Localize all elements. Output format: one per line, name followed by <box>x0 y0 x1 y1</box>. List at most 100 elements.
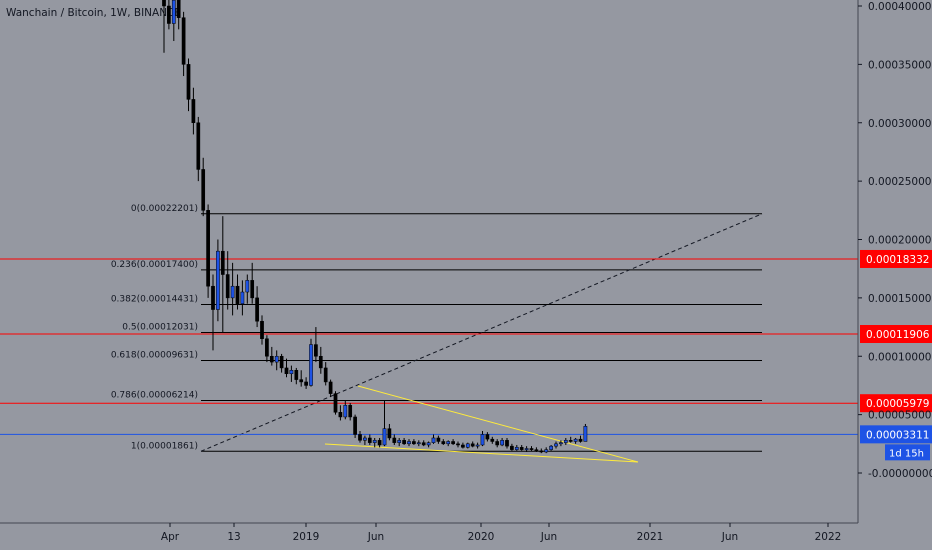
x-tick-label: Jun <box>367 531 384 543</box>
fib-level-label: 0(0.00022201) <box>131 204 198 214</box>
candle-body <box>461 444 465 448</box>
y-tick-label: 0.00015000 <box>868 293 931 305</box>
fib-level-label: 0.236(0.00017400) <box>111 260 198 270</box>
current-price-label: 0.00003311 <box>866 429 929 441</box>
candle-body <box>387 428 392 439</box>
candle-body <box>250 280 255 299</box>
candle-body <box>348 405 353 418</box>
price-label-box <box>860 324 932 343</box>
candle-body <box>299 379 304 383</box>
price-label: 0.00018332 <box>866 254 929 266</box>
x-tick-label: Jun <box>721 531 738 543</box>
candle-body <box>206 210 210 287</box>
candle-body <box>475 444 480 447</box>
candle-body <box>441 441 446 445</box>
fib-level-label: 0.5(0.00012031) <box>122 323 198 333</box>
candle-body <box>510 445 514 450</box>
candle-body <box>407 441 411 445</box>
fib-level-label: 1(0.00001861) <box>131 441 198 451</box>
candle-body <box>201 169 206 211</box>
countdown-label: 1d 15h <box>889 448 924 459</box>
candle-body <box>363 437 367 441</box>
candle-body <box>372 440 377 443</box>
x-tick-label: 2022 <box>815 531 842 543</box>
candle-body <box>328 381 333 394</box>
y-tick-label: 0.00030000 <box>868 118 931 130</box>
x-tick-label: 2020 <box>468 531 495 543</box>
candle-body <box>382 428 387 446</box>
candle-body <box>505 440 509 447</box>
y-tick-label: 0.00010000 <box>868 351 931 363</box>
fib-trend-line <box>200 213 763 452</box>
candle-body <box>392 437 397 443</box>
candle-body <box>353 416 357 435</box>
candle-body <box>162 0 166 7</box>
candle-body <box>279 356 284 369</box>
time-axis[interactable]: Apr 13 2019 Jun 2020 Jun 2021 Jun 2022 <box>0 522 858 543</box>
candle-body <box>500 440 504 446</box>
candle-body <box>524 448 529 450</box>
candle-body <box>426 442 431 446</box>
candle-body <box>559 442 563 445</box>
candle-body <box>583 426 588 442</box>
fib-level-label: 0.382(0.00014431) <box>111 295 198 305</box>
candle-body <box>269 356 274 363</box>
candle-body <box>220 250 225 275</box>
candle-body <box>225 274 230 299</box>
candle-body <box>544 449 549 453</box>
candle-body <box>309 344 313 386</box>
candle-body <box>230 285 235 299</box>
candle-body <box>211 285 215 310</box>
price-axis[interactable]: 0.00040000 0.00035000 0.00030000 0.00025000… <box>857 0 932 523</box>
candle-body <box>176 0 181 18</box>
candle-body <box>240 291 245 304</box>
candle-body <box>196 122 201 170</box>
candle-body <box>573 438 578 442</box>
price-label: 0.00005979 <box>866 398 929 410</box>
x-tick-label: Jun <box>540 531 557 543</box>
candle-body <box>323 367 328 383</box>
candle-body <box>465 443 470 448</box>
x-tick-label: 2019 <box>293 531 320 543</box>
candle-body <box>446 441 451 445</box>
candle-body <box>304 381 308 386</box>
candle-body <box>333 393 338 413</box>
candle-body <box>397 440 402 443</box>
candle-body <box>539 450 544 453</box>
upper-trend-line <box>357 385 639 463</box>
candle-body <box>402 440 406 445</box>
y-tick-label: 0.00035000 <box>868 59 931 71</box>
candle-body <box>514 447 519 450</box>
candle-body <box>529 448 534 450</box>
current-price-box <box>860 425 932 444</box>
candle-body <box>318 356 323 369</box>
price-label-box <box>860 394 932 413</box>
price-label-box <box>860 249 932 268</box>
candle-body <box>186 64 191 100</box>
fibonacci-retracement: 0(0.00022201) 0.236(0.00017400) 0.382(0.00… <box>111 204 763 452</box>
trend-lines <box>324 385 639 463</box>
chart-title: Wanchain / Bitcoin, 1W, BINANCE <box>6 7 182 19</box>
candle-body <box>568 440 573 442</box>
candle-body <box>490 438 495 442</box>
y-tick-label: 0.00020000 <box>868 235 931 247</box>
candle-body <box>431 437 436 443</box>
candle-body <box>191 99 196 124</box>
candle-body <box>171 0 176 24</box>
candle-body <box>377 440 382 446</box>
candle-body <box>456 443 460 446</box>
candle-body <box>563 440 568 443</box>
candle-body <box>421 442 426 446</box>
price-label: 0.00011906 <box>866 329 930 341</box>
candle-body <box>549 445 553 450</box>
candle-body <box>343 405 348 418</box>
x-tick-label: Apr <box>161 531 180 543</box>
fib-level-label: 0.618(0.00009631) <box>111 351 198 361</box>
candle-body <box>554 443 558 447</box>
candle-body <box>412 441 416 445</box>
candle-body <box>260 320 264 339</box>
candle-body <box>436 437 441 442</box>
candle-body <box>294 370 299 380</box>
horizontal-lines: 0.00018332 0.00011906 0.00005979 0.00003311… <box>0 249 932 461</box>
